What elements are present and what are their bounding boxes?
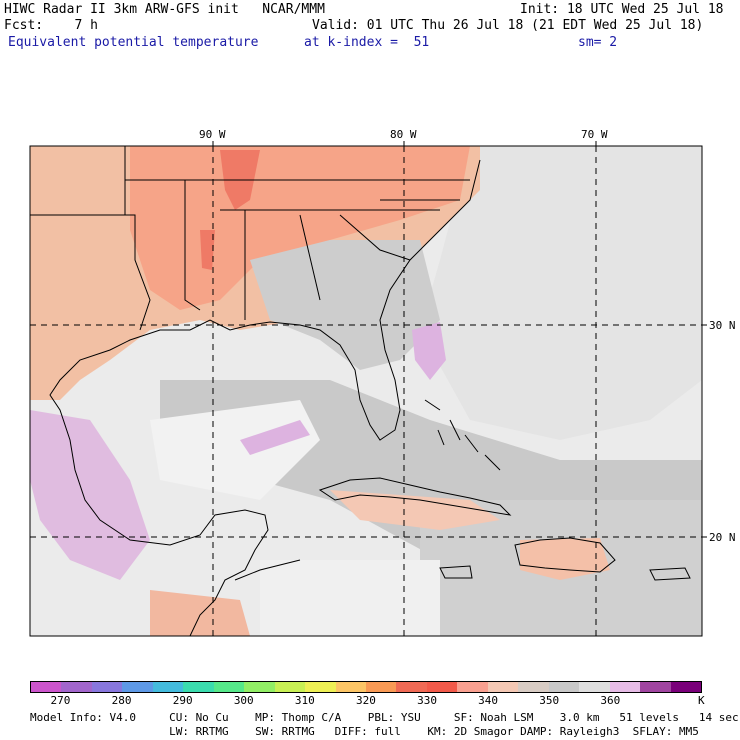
- colorbar-swatch: [213, 682, 245, 692]
- lat-label-30n: 30 N: [709, 319, 736, 332]
- colorbar-swatch: [365, 682, 397, 692]
- colorbar-swatch: [274, 682, 306, 692]
- coastlines: [49, 159, 691, 636]
- smoothing: sm= 2: [578, 35, 618, 50]
- lat-label-20n: 20 N: [709, 531, 736, 544]
- colorbar-swatch: [61, 682, 92, 692]
- field-white-gulf: [150, 400, 320, 500]
- field-grey-atlantic: [420, 146, 702, 440]
- field-lavender-gulf: [240, 420, 310, 455]
- colorbar-swatch: [548, 682, 580, 692]
- field-warm-caribbean: [330, 490, 500, 530]
- state-borders: [30, 146, 470, 331]
- colorbar-tick-label: 300: [233, 694, 254, 707]
- model-info-line2: LW: RRTMG SW: RRTMG DIFF: full KM: 2D Sm…: [30, 725, 699, 738]
- model-info-line1: Model Info: V4.0 CU: No Cu MP: Thomp C/A…: [30, 711, 739, 724]
- bahamas-islands: [424, 399, 501, 471]
- colorbar-swatch: [579, 682, 610, 692]
- colorbar-swatch: [183, 682, 214, 692]
- colorbar-swatch: [670, 682, 701, 692]
- colorbar-swatch: [122, 682, 153, 692]
- colorbar-unit: K: [698, 694, 705, 707]
- k-index: at k-index = 51: [304, 35, 430, 50]
- cuba-outline: [318, 477, 512, 516]
- colorbar-swatch: [457, 682, 488, 692]
- init-time: Init: 18 UTC Wed 25 Jul 18: [520, 2, 724, 17]
- colorbar-tick-label: 340: [478, 694, 499, 707]
- title-line: HIWC Radar II 3km ARW-GFS init NCAR/MMM: [4, 2, 325, 17]
- colorbar-swatch: [31, 682, 62, 692]
- colorbar-swatch: [396, 682, 427, 692]
- forecast-hour: Fcst: 7 h: [4, 18, 98, 33]
- colorbar-tick-label: 320: [356, 694, 376, 707]
- map-ticks: [212, 141, 707, 538]
- field-name: Equivalent potential temperature: [8, 35, 259, 50]
- colorbar-swatch: [640, 682, 671, 692]
- colorbar-tick-label: 310: [294, 694, 315, 707]
- colorbar-tick-label: 360: [600, 694, 621, 707]
- colorbar-swatch: [152, 682, 184, 692]
- colorbar-swatch: [518, 682, 549, 692]
- colorbar-tick-label: 280: [111, 694, 132, 707]
- field-grey-florida: [250, 240, 440, 370]
- colorbar-swatch: [335, 682, 366, 692]
- hispaniola-outline: [514, 537, 616, 573]
- colorbar-labels: 270 280 290 300 310 320 330 340 350 360 K: [0, 694, 740, 708]
- field-orange-us: [130, 146, 470, 310]
- colorbar-swatch: [426, 682, 458, 692]
- puerto-rico-outline: [649, 567, 691, 581]
- colorbar-tick-label: 350: [539, 694, 560, 707]
- field-lavender-plume: [412, 322, 446, 380]
- colorbar-swatch: [91, 682, 123, 692]
- lon-label-90w: 90 W: [199, 128, 226, 141]
- colorbar-swatch: [305, 682, 336, 692]
- colorbar: [30, 681, 702, 693]
- valid-time: Valid: 01 UTC Thu 26 Jul 18 (21 EDT Wed …: [312, 18, 704, 33]
- colorbar-tick-label: 290: [172, 694, 193, 707]
- field-warm-hispaniola: [520, 538, 610, 580]
- lon-label-80w: 80 W: [390, 128, 417, 141]
- field-white-south: [260, 560, 440, 636]
- jamaica-outline: [439, 565, 473, 579]
- lon-label-70w: 70 W: [581, 128, 608, 141]
- map-frame: [29, 145, 703, 637]
- colorbar-swatch: [609, 682, 641, 692]
- colorbar-tick-label: 330: [417, 694, 437, 707]
- colorbar-swatch: [487, 682, 519, 692]
- field-warm-centralamerica: [150, 590, 250, 636]
- colorbar-swatch: [244, 682, 275, 692]
- graticule: [30, 146, 702, 636]
- colorbar-tick-label: 270: [50, 694, 71, 707]
